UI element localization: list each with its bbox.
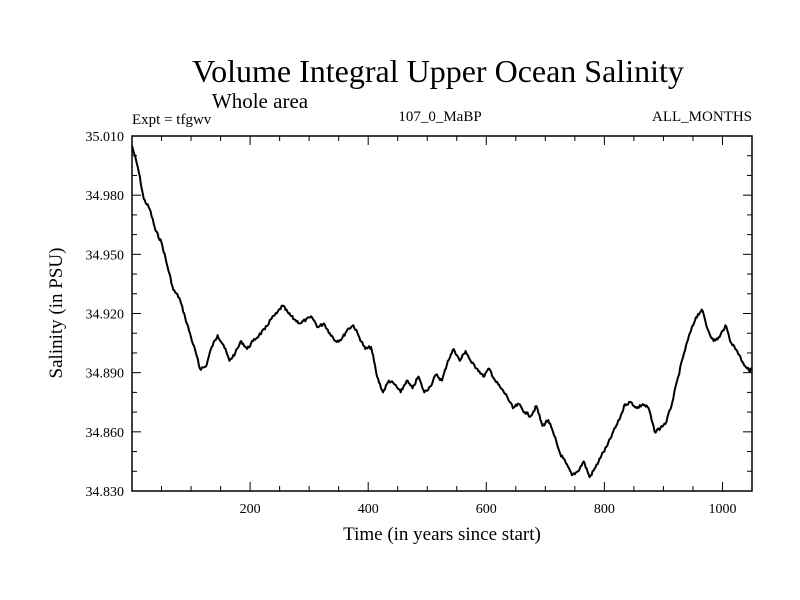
x-tick-label: 1000: [708, 502, 736, 517]
salinity-series-line: [131, 145, 753, 479]
x-tick-label: 400: [358, 502, 379, 517]
experiment-label: Expt = tfgwv: [132, 112, 212, 128]
x-tick-label: 800: [594, 502, 615, 517]
plot-frame: [131, 135, 753, 492]
x-axis-label: Time (in years since start): [343, 524, 541, 545]
y-tick-label: 34.830: [86, 485, 125, 500]
x-tick-label: 200: [240, 502, 261, 517]
x-tick-label: 600: [476, 502, 497, 517]
y-tick-label: 34.950: [86, 248, 125, 263]
y-tick-label: 34.920: [86, 308, 125, 323]
period-label: ALL_MONTHS: [652, 109, 752, 125]
y-tick-label: 34.860: [86, 426, 125, 441]
y-tick-label: 34.890: [86, 367, 125, 382]
tick-labels: 200 400 600 800 1000 34.830 34.860 34.890 34.920…: [86, 130, 737, 517]
chart-title: Volume Integral Upper Ocean Salinity: [192, 53, 684, 89]
y-tick-label: 34.980: [86, 189, 125, 204]
axis-ticks: [132, 135, 752, 492]
chart-subtitle: Whole area: [212, 89, 309, 113]
run-label: 107_0_MaBP: [398, 109, 481, 125]
y-axis-label: Salinity (in PSU): [46, 248, 67, 379]
y-tick-label: 35.010: [86, 130, 125, 145]
